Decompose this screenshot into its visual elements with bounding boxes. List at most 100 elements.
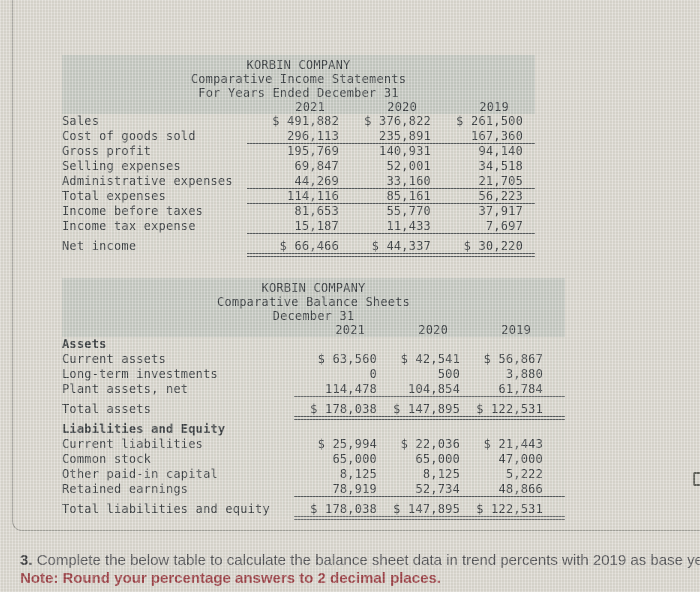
cell-value: 296,113 [287, 129, 339, 143]
table-row: Income tax expense 15,187 11,433 7,697 [62, 219, 535, 234]
cell-value: 140,931 [379, 144, 431, 158]
note-text: Note: Round your percentage answers to 2… [20, 570, 441, 587]
row-label: Total liabilities and equity [62, 502, 270, 516]
balance-sheet-header: KORBIN COMPANY Comparative Balance Sheet… [62, 278, 565, 337]
row-values: 69,847 52,001 34,518 [247, 159, 535, 174]
cell-value: $ 44,337 [371, 239, 431, 253]
cell-value: $ 178,038 [310, 402, 377, 416]
row-values: 15,187 11,433 7,697 [247, 219, 535, 234]
year-column-header: 2020 [387, 100, 417, 114]
row-values: $ 178,038 $ 147,895 $ 122,531 [294, 402, 565, 420]
row-label: Administrative expenses [62, 174, 233, 188]
table-row: Retained earnings 78,919 52,734 48,866 [62, 482, 565, 497]
income-statement-header: KORBIN COMPANY Comparative Income Statem… [62, 55, 535, 114]
table-row: Long-term investments 0 500 3,880 [62, 367, 565, 382]
row-values: 44,269 33,160 21,705 [247, 174, 535, 189]
cell-value: 65,000 [332, 452, 377, 466]
row-values: 0 500 3,880 [294, 367, 565, 382]
cell-value: $ 63,560 [317, 352, 377, 366]
cell-value: $ 21,443 [483, 437, 543, 451]
cell-value: 3,880 [505, 367, 543, 381]
cell-value: 65,000 [415, 452, 460, 466]
cell-value: 500 [437, 367, 460, 381]
row-values: $ 178,038 $ 147,895 $ 122,531 [294, 502, 565, 520]
cell-value: 85,161 [386, 189, 431, 203]
income-statement-table: KORBIN COMPANY Comparative Income Statem… [62, 55, 535, 257]
balance-sheet-rows: Assets Current assets $ 63,560 $ 42,541 $ 56… [62, 337, 565, 520]
table-row: Net income $ 66,466 $ 44,337 $ 30,220 [62, 239, 535, 257]
statement-title: Comparative Balance Sheets [216, 295, 411, 309]
table-row: Sales $ 491,882 $ 376,822 $ 261,500 [62, 114, 535, 129]
cell-value: 47,000 [498, 452, 543, 466]
row-label: Net income [62, 239, 137, 253]
cell-value: 21,705 [478, 174, 523, 188]
row-label: Long-term investments [62, 367, 218, 381]
cell-value: 44,269 [294, 174, 339, 188]
table-row: Assets [62, 337, 565, 352]
cell-value: 34,518 [478, 159, 523, 173]
cell-value: 48,866 [498, 482, 543, 496]
row-values: 114,478 104,854 61,784 [294, 382, 565, 397]
year-column-header: 2019 [479, 100, 509, 114]
row-values: 114,116 85,161 56,223 [247, 189, 535, 204]
income-statement-rows: Sales $ 491,882 $ 376,822 $ 261,500 Cost of … [62, 114, 535, 257]
cell-value: 61,784 [498, 382, 543, 396]
table-row: Other paid-in capital 8,125 8,125 5,222 [62, 467, 565, 482]
section-header-label: Assets [62, 337, 107, 351]
row-values: 78,919 52,734 48,866 [294, 482, 565, 497]
row-values: $ 63,560 $ 42,541 $ 56,867 [294, 352, 565, 367]
instruction-number: 3. [20, 552, 33, 569]
cell-value: $ 30,220 [463, 239, 523, 253]
year-column-header: 2019 [501, 323, 531, 337]
statement-period: For Years Ended December 31 [198, 86, 399, 100]
row-values: 65,000 65,000 47,000 [294, 452, 565, 467]
year-header-spacer [62, 323, 294, 337]
row-label: Cost of goods sold [62, 129, 196, 143]
row-label: Total assets [62, 402, 152, 416]
cell-value: 167,360 [471, 129, 523, 143]
cell-value: 104,854 [408, 382, 460, 396]
row-label: Other paid-in capital [62, 467, 218, 481]
row-label: Income tax expense [62, 219, 196, 233]
section-header-label: Liabilities and Equity [62, 422, 226, 436]
row-label: Current assets [62, 352, 166, 366]
row-label: Income before taxes [62, 204, 204, 218]
row-values: 8,125 8,125 5,222 [294, 467, 565, 482]
cell-value: 81,653 [294, 204, 339, 218]
cell-value: 56,223 [478, 189, 523, 203]
row-label: Selling expenses [62, 159, 181, 173]
balance-sheet-table: KORBIN COMPANY Comparative Balance Sheet… [62, 278, 565, 520]
statement-title: Comparative Income Statements [190, 72, 407, 86]
table-row: Common stock 65,000 65,000 47,000 [62, 452, 565, 467]
row-label: Total expenses [62, 189, 166, 203]
instruction-body: Complete the below table to calculate th… [36, 552, 700, 569]
cell-value: 55,770 [386, 204, 431, 218]
year-header-row: 2021 2020 2019 [62, 323, 565, 337]
cell-value: $ 147,895 [393, 402, 460, 416]
cell-value: 37,917 [478, 204, 523, 218]
row-values: $ 491,882 $ 376,822 $ 261,500 [247, 114, 535, 129]
table-row: Gross profit 195,769 140,931 94,140 [62, 144, 535, 159]
year-header-values: 2021 2020 2019 [294, 323, 565, 337]
cell-value: $ 491,882 [272, 114, 339, 128]
table-row: Administrative expenses 44,269 33,160 21,70… [62, 174, 535, 189]
row-values: $ 66,466 $ 44,337 $ 30,220 [247, 239, 535, 257]
table-row: Total expenses 114,116 85,161 56,223 [62, 189, 535, 204]
row-label: Plant assets, net [62, 382, 189, 396]
cell-value: 8,125 [422, 467, 460, 481]
table-row: Income before taxes 81,653 55,770 37,917 [62, 204, 535, 219]
cell-value: $ 178,038 [310, 502, 377, 516]
table-row: Cost of goods sold 296,113 235,891 167,360 [62, 129, 535, 144]
year-header-spacer [62, 100, 247, 114]
year-header-values: 2021 2020 2019 [247, 100, 535, 114]
cell-value: 94,140 [478, 144, 523, 158]
cell-value: $ 56,867 [483, 352, 543, 366]
table-row: Current liabilities $ 25,994 $ 22,036 $ 21,… [62, 437, 565, 452]
company-name: KORBIN COMPANY [246, 58, 351, 72]
table-row: Current assets $ 63,560 $ 42,541 $ 56,867 [62, 352, 565, 367]
cell-value: $ 376,822 [364, 114, 431, 128]
cell-value: 5,222 [505, 467, 543, 481]
cell-value: $ 42,541 [400, 352, 460, 366]
year-column-header: 2021 [295, 100, 325, 114]
